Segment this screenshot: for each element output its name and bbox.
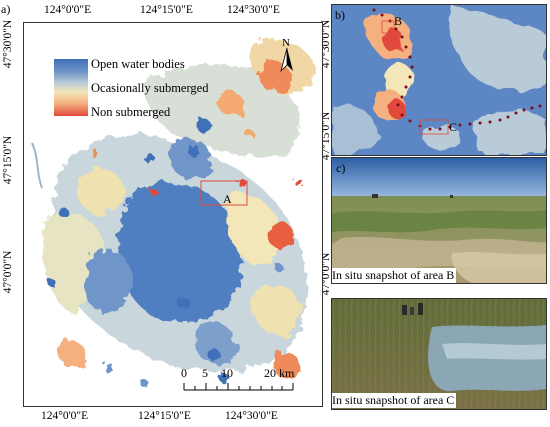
panel-label-c: c) [336,161,346,175]
legend-color-ramp [54,59,88,116]
map-graphic: A [31,39,315,387]
scale-tick-10: 10 [221,366,233,380]
snapshot-photo-area-c: In situ snapshot of area C [331,298,547,410]
scale-bar-ruler [183,383,294,391]
left-latitude-1: 47°30'0"N [2,19,14,69]
zoom-map-graphic: B C [332,5,546,155]
snapshot-photo-area-b: In situ snapshot of area B [331,157,547,284]
scale-bar: 0 5 10 20 km [181,366,306,392]
scale-tick-0: 0 [181,366,187,380]
panel-label-b: b) [335,8,345,22]
top-longitude-2: 124°15'0"E [140,4,193,16]
legend-label-open-water: Open water bodies [91,57,185,71]
snapshot-caption-b: In situ snapshot of area B [332,268,457,283]
top-longitude-1: 124°0'0"E [44,4,92,16]
left-latitude-3: 47°0'0"N [2,250,14,294]
area-a-label: A [223,192,232,206]
left-latitude-2: 47°15'0"N [2,135,14,185]
panel-label-a: a) [1,2,11,16]
area-c-label: C [449,120,457,134]
legend-label-occasionally-submerged: Ocasionally submerged [91,81,209,95]
bottom-longitude-3: 124°30'0"E [225,410,278,422]
north-arrow-icon: N [279,35,295,73]
top-longitude-3: 124°30'0"E [227,4,280,16]
north-arrow-label: N [282,37,290,49]
zoom-map-area-a: B C [331,4,547,156]
bottom-longitude-2: 124°15'0"E [138,410,191,422]
legend-label-non-submerged: Non submerged [91,105,171,119]
scale-tick-20km: 20 km [264,366,295,380]
photo-c-graphic [332,299,546,409]
area-b-label: B [394,14,402,28]
photo-b-graphic [332,158,546,283]
scale-tick-5: 5 [202,366,208,380]
bottom-longitude-1: 124°0'0"E [41,410,89,422]
snapshot-caption-c: In situ snapshot of area C [332,393,457,408]
flood-frequency-map: A Open water bodies Ocasionally submerge… [23,22,323,407]
